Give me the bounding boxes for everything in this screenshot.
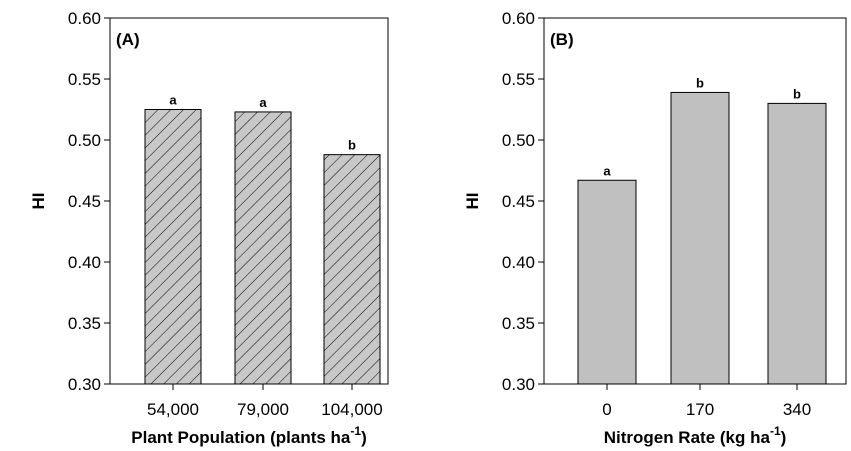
y-tick-label: 0.50 — [68, 131, 101, 150]
panel-a: 0.30 0.35 0.40 0.45 0.50 0.55 0.60 a a b 54,000 7… — [29, 9, 389, 447]
y-tick-label: 0.40 — [68, 253, 101, 272]
panel-b-label: (B) — [550, 30, 574, 49]
panel-b-x-title-end: ) — [781, 428, 787, 447]
bar — [577, 179, 637, 385]
bar — [144, 109, 202, 385]
panel-a-bars: a a b — [144, 93, 381, 385]
x-tick-label: 54,000 — [147, 400, 199, 419]
panel-b-y-axis: 0.30 0.35 0.40 0.45 0.50 0.55 0.60 — [502, 9, 544, 394]
panel-a-x-title: Plant Population (plants ha-1) — [131, 424, 366, 447]
panel-a-x-title-main: Plant Population (plants ha — [131, 428, 351, 447]
y-tick-label: 0.50 — [502, 131, 535, 150]
panel-b-x-title-sup: -1 — [770, 424, 781, 438]
y-tick-label: 0.55 — [68, 70, 101, 89]
y-tick-label: 0.45 — [68, 192, 101, 211]
x-tick-label: 104,000 — [321, 400, 382, 419]
significance-label: b — [348, 138, 356, 153]
panel-a-y-axis: 0.30 0.35 0.40 0.45 0.50 0.55 0.60 — [68, 9, 110, 394]
y-tick-label: 0.60 — [68, 9, 101, 28]
panel-b-x-title-main: Nitrogen Rate (kg ha — [604, 428, 771, 447]
panel-b-bars: a b b — [577, 75, 827, 385]
panel-a-y-title: HI — [29, 193, 48, 210]
y-tick-label: 0.30 — [68, 375, 101, 394]
panel-a-label: (A) — [116, 30, 140, 49]
bar — [234, 111, 292, 385]
panel-a-x-title-sup: -1 — [350, 424, 361, 438]
y-tick-label: 0.45 — [502, 192, 535, 211]
panel-b-x-title: Nitrogen Rate (kg ha-1) — [604, 424, 787, 447]
bar — [767, 102, 827, 385]
y-tick-label: 0.40 — [502, 253, 535, 272]
bar — [670, 91, 730, 385]
y-tick-label: 0.30 — [502, 375, 535, 394]
significance-label: b — [696, 75, 704, 90]
y-tick-label: 0.60 — [502, 9, 535, 28]
x-tick-label: 0 — [602, 400, 611, 419]
panel-b-x-axis: 0 170 340 — [602, 384, 811, 419]
significance-label: a — [603, 163, 611, 178]
significance-label: a — [169, 93, 177, 108]
x-tick-label: 170 — [686, 400, 714, 419]
y-tick-label: 0.55 — [502, 70, 535, 89]
x-tick-label: 340 — [783, 400, 811, 419]
panel-a-x-axis: 54,000 79,000 104,000 — [147, 384, 383, 419]
significance-label: a — [259, 95, 267, 110]
bar — [323, 154, 381, 385]
y-tick-label: 0.35 — [502, 314, 535, 333]
x-tick-label: 79,000 — [237, 400, 289, 419]
y-tick-label: 0.35 — [68, 314, 101, 333]
panel-a-x-title-end: ) — [361, 428, 367, 447]
panel-b-y-title: HI — [463, 193, 482, 210]
panel-b: 0.30 0.35 0.40 0.45 0.50 0.55 0.60 a b b 0 170 340… — [463, 9, 847, 447]
significance-label: b — [793, 86, 801, 101]
